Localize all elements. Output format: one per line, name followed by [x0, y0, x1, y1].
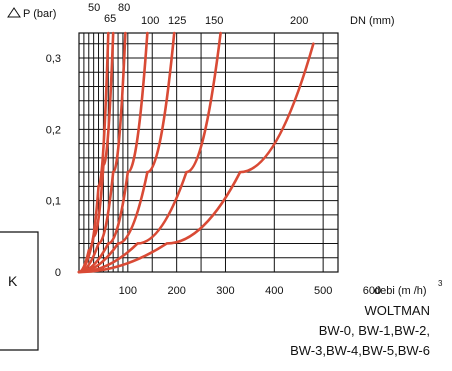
- x-axis-label: debi (m /h): [374, 285, 427, 297]
- series-line-150: [77, 31, 222, 274]
- side-box: [0, 231, 39, 351]
- series-line-65: [77, 31, 115, 274]
- plot-frame: [78, 32, 339, 273]
- series-line-100: [77, 31, 149, 274]
- y-axis-label: P (bar): [23, 8, 56, 20]
- dn-label: 100: [141, 15, 159, 27]
- series-line-80: [77, 31, 127, 274]
- dn-label: 50: [88, 2, 100, 14]
- y-tick-label: 0,3: [46, 53, 61, 65]
- x-tick-label: 500: [314, 285, 332, 297]
- meter-models-line-1: BW-0, BW-1,BW-2,: [318, 323, 430, 338]
- delta-icon: [7, 7, 21, 18]
- x-tick-label: 100: [119, 285, 137, 297]
- y-tick-label: 0: [55, 267, 61, 279]
- dn-label: 150: [205, 15, 223, 27]
- x-tick-label: 300: [216, 285, 234, 297]
- meter-title: WOLTMAN: [364, 303, 430, 318]
- y-tick-label: 0,1: [46, 196, 61, 208]
- dn-label: 125: [168, 15, 186, 27]
- chart-curves: [77, 31, 315, 274]
- x-tick-label: 200: [167, 285, 185, 297]
- dn-axis-label: DN (mm): [350, 15, 395, 27]
- x-tick-label: 600: [363, 285, 381, 297]
- dn-label: 200: [290, 15, 308, 27]
- side-box-label: K: [8, 273, 18, 289]
- x-tick-label: 400: [265, 285, 283, 297]
- series-line-125: [77, 31, 176, 274]
- chart-grid: [78, 32, 339, 273]
- x-axis-superscript: 3: [438, 279, 443, 288]
- dn-label: 80: [118, 2, 130, 14]
- y-tick-label: 0,2: [46, 124, 61, 136]
- dn-label: 65: [104, 13, 116, 25]
- meter-models-line-2: BW-3,BW-4,BW-5,BW-6: [290, 343, 430, 358]
- series-line-200: [77, 42, 315, 274]
- chart-ticks: 0,3 0,2 0,1 0 100 200 300 400 500 600: [46, 53, 381, 297]
